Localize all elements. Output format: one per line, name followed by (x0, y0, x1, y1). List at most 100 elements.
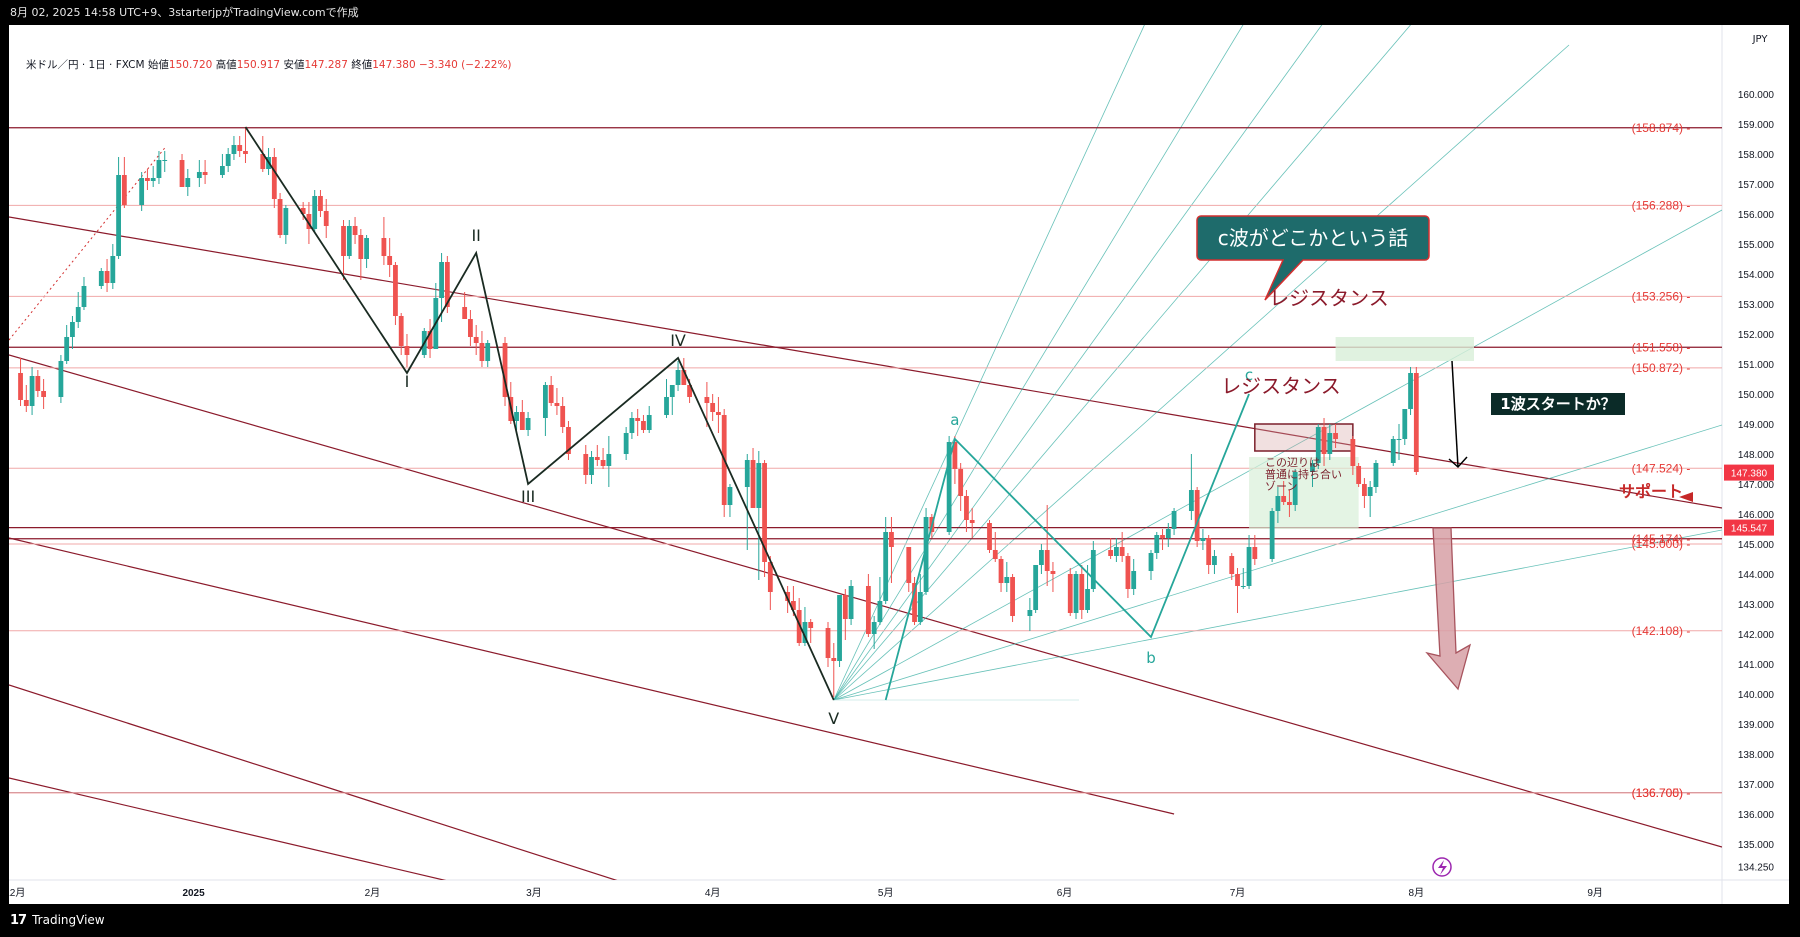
candle-body (865, 586, 871, 634)
candle-body (566, 427, 571, 454)
candle-body (179, 160, 185, 187)
chart-panel[interactable]: (158.874) - (156.288) - (153.256) - (151.55… (9, 25, 1789, 904)
candle-body (150, 178, 156, 181)
candle-body (352, 226, 358, 235)
candle-body (1235, 574, 1240, 586)
candle-body (121, 175, 127, 205)
candle-body (346, 226, 352, 256)
fib-fan-ray (833, 209, 1722, 701)
close-label: 終値 (351, 59, 373, 71)
candle-body (687, 385, 692, 397)
candle-body (842, 595, 848, 619)
candle-body (1315, 427, 1321, 463)
y-tick-label: 155.000 (1738, 240, 1775, 251)
candle-body (646, 415, 652, 430)
candle-body (750, 460, 756, 508)
price-chart[interactable]: (158.874) - (156.288) - (153.256) - (151.55… (9, 25, 1789, 904)
candle-body (1188, 490, 1194, 511)
y-tick-label: 146.000 (1738, 510, 1775, 521)
tradingview-logo[interactable]: 17 TradingView (10, 904, 105, 937)
candle-body (1333, 433, 1338, 439)
candle-body (716, 412, 721, 415)
y-tick-label: 138.000 (1738, 750, 1775, 761)
candle-body (1373, 463, 1379, 487)
consolidation-zone (1249, 457, 1359, 529)
x-tick-label: 5月 (878, 887, 894, 899)
y-tick-label: 156.000 (1738, 210, 1775, 221)
candle-body (710, 403, 716, 412)
candle-body (542, 385, 548, 418)
candle-body (1154, 535, 1160, 553)
candle-body (548, 385, 554, 403)
candle-body (1362, 484, 1367, 496)
low-label: 安値 (283, 59, 305, 71)
x-tick-label: 2025 (182, 888, 205, 899)
candle-body (889, 532, 894, 547)
price-level-label: (136.700) - (1632, 786, 1691, 800)
zone-layer (1249, 337, 1474, 529)
candle-body (439, 262, 444, 298)
dotted-trendline (9, 147, 166, 341)
candle-body (600, 460, 606, 466)
price-level-label: (150.872) - (1632, 361, 1691, 375)
range-note-line: ゾーン (1265, 480, 1297, 493)
candle-body (1085, 589, 1090, 610)
fib-fan-ray (833, 529, 1722, 701)
abc-correction-wave (884, 393, 1250, 701)
down-arrow-line (1451, 360, 1459, 468)
candle-body (479, 343, 485, 361)
wave-label-I: I (405, 372, 410, 391)
candle-body (1119, 547, 1125, 556)
high-label: 高値 (215, 59, 237, 71)
candle-body (139, 178, 145, 205)
resistance-zone-lower (1254, 423, 1354, 452)
candle-body (358, 235, 364, 259)
candle-body (1079, 574, 1085, 610)
x-tick-label: 6月 (1057, 887, 1073, 899)
price-level-label: (151.558) - (1632, 340, 1691, 354)
candle-body (1269, 511, 1275, 559)
candle-body (635, 418, 641, 421)
candle-body (1194, 490, 1200, 541)
candle-body (58, 361, 64, 397)
candle-body (1252, 547, 1258, 559)
low-value: 147.287 (304, 59, 348, 71)
candle-body (1287, 502, 1292, 505)
price-level-label: (145.000) - (1632, 537, 1691, 551)
currency-label[interactable]: JPY (1752, 34, 1768, 45)
range-note-line: 普通に持ち合い (1265, 467, 1342, 481)
candle-body (318, 196, 323, 211)
candles-layer (18, 127, 1419, 697)
candle-body (1413, 373, 1419, 472)
candle-body (1275, 496, 1281, 511)
candle-body (393, 265, 398, 316)
candle-body (952, 442, 958, 469)
candle-body (1073, 574, 1079, 613)
candle-body (808, 622, 814, 628)
lightning-bolt-icon (1438, 860, 1447, 875)
channel-trendline (9, 216, 1722, 509)
candle-body (883, 532, 889, 601)
candle-body (917, 592, 923, 622)
grid-layer (9, 25, 1789, 904)
candle-body (462, 307, 468, 319)
candle-body (300, 208, 306, 214)
close-value: 147.380 (372, 59, 416, 71)
resistance-label-lower: レジスタンス (1221, 374, 1341, 398)
candle-body (196, 172, 202, 178)
candle-body (1206, 538, 1212, 565)
candle-body (560, 406, 566, 427)
candle-body (64, 337, 70, 361)
candle-body (969, 520, 975, 523)
candle-body (162, 160, 168, 161)
price-badge-label: 147.380 (1731, 469, 1768, 480)
wave1-note-box (1491, 393, 1625, 415)
candle-body (594, 457, 600, 460)
lightning-icon (1432, 857, 1452, 877)
candle-body (23, 400, 29, 406)
price-axis: 134.250 135.000 136.000 137.000 138.000 139.0… (1724, 90, 1774, 874)
candle-body (1160, 535, 1165, 538)
annotation-layer: c波がどこかという話レジスタンスレジスタンスこの辺りは普通に持ち合いゾーン1波ス… (1196, 215, 1693, 877)
candle-body (468, 319, 473, 337)
candle-body (237, 145, 243, 151)
